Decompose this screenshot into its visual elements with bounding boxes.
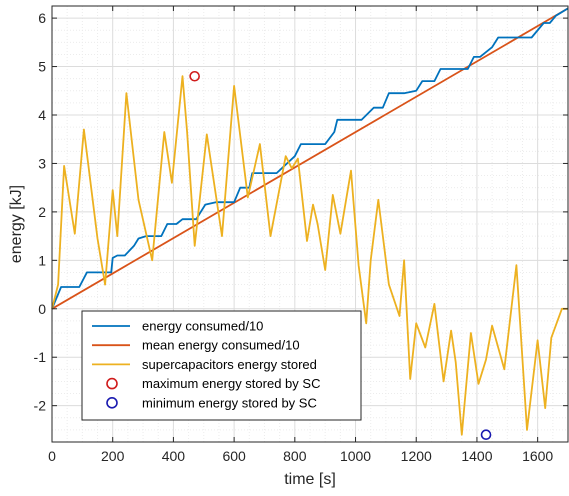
x-tick-label: 800 xyxy=(283,448,307,464)
legend-marker xyxy=(106,396,118,409)
legend-label: minimum energy stored by SC xyxy=(142,395,317,410)
legend-label: supercapacitors energy stored xyxy=(142,357,317,372)
y-tick-label: -1 xyxy=(34,349,47,365)
y-tick-label: 2 xyxy=(38,204,46,220)
y-tick-label: 5 xyxy=(38,59,46,75)
series-line-mean-energy-consumed-10 xyxy=(51,7,569,310)
ticks: 0 200 400 600 800 1000 1200 1400 1600 -2 -1 0 1 2 3 4 5 6 xyxy=(34,6,568,464)
max-energy-marker xyxy=(189,70,200,82)
x-tick-label: 1000 xyxy=(340,448,371,464)
series-line-supercapacitors-energy-stored xyxy=(51,75,568,436)
x-tick-label: 1600 xyxy=(522,448,553,464)
x-tick-label: 1400 xyxy=(461,448,492,464)
x-tick-label: 400 xyxy=(162,448,186,464)
y-tick-label: 4 xyxy=(38,107,46,123)
min-energy-marker xyxy=(480,429,492,441)
x-tick-label: 200 xyxy=(101,448,125,464)
x-tick-label: 0 xyxy=(48,448,56,464)
x-tick-label: 600 xyxy=(222,448,246,464)
legend-label: energy consumed/10 xyxy=(142,319,263,334)
y-tick-label: 1 xyxy=(38,252,46,268)
axes-box xyxy=(51,5,569,443)
legend-box xyxy=(81,310,362,421)
y-tick-label: 6 xyxy=(38,10,46,26)
legend: energy consumed/10 mean energy consumed/1… xyxy=(81,310,362,421)
series-layer xyxy=(51,7,569,441)
legend-label: mean energy consumed/10 xyxy=(142,338,300,353)
legend-label: maximum energy stored by SC xyxy=(142,376,320,391)
y-tick-label: 0 xyxy=(38,301,46,317)
y-tick-label: -2 xyxy=(34,398,47,414)
legend-marker xyxy=(106,377,118,390)
series-line-energy-consumed-10 xyxy=(51,7,569,310)
x-tick-label: 1200 xyxy=(401,448,432,464)
x-axis-label: time [s] xyxy=(284,471,336,488)
y-tick-label: 3 xyxy=(38,155,46,171)
y-axis-label: energy [kJ] xyxy=(8,185,25,263)
